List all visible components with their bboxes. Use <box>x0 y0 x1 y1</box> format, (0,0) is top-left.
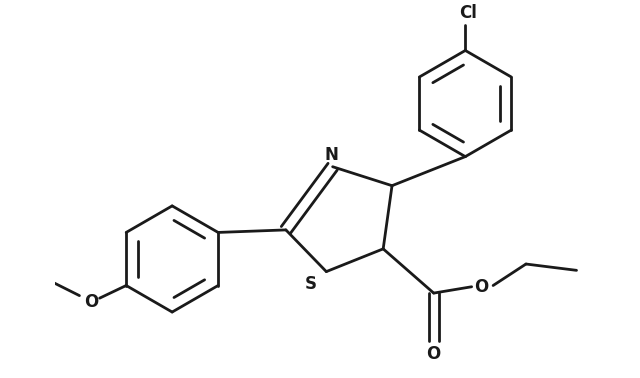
Text: N: N <box>324 146 339 164</box>
Text: Cl: Cl <box>459 3 477 22</box>
Text: O: O <box>84 293 98 311</box>
Text: S: S <box>305 275 317 293</box>
Text: O: O <box>475 278 489 296</box>
Text: O: O <box>427 345 441 363</box>
